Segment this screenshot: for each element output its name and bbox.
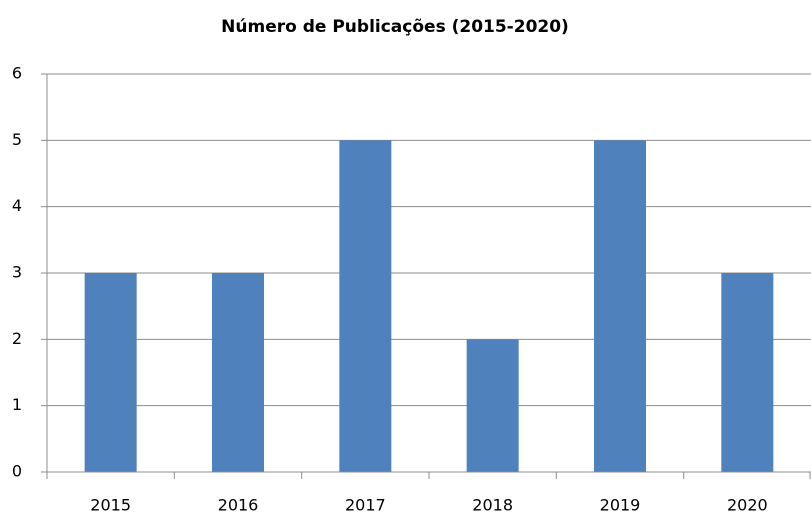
bar: [721, 273, 774, 472]
y-tick-label: 1: [12, 395, 22, 414]
x-tick-label: 2017: [345, 496, 386, 515]
y-tick-label: 3: [12, 263, 22, 282]
x-tick-label: 2020: [727, 496, 768, 515]
bar: [339, 140, 392, 473]
x-tick-label: 2016: [218, 496, 259, 515]
chart-title: Número de Publicações (2015-2020): [221, 17, 569, 37]
bar: [84, 273, 137, 472]
x-tick-label: 2015: [90, 496, 131, 515]
y-tick-label: 5: [12, 130, 22, 149]
x-tick-label: 2018: [472, 496, 513, 515]
y-tick-label: 0: [12, 462, 22, 481]
y-tick-label: 6: [12, 64, 22, 83]
x-tick-label: 2019: [600, 496, 641, 515]
bar: [466, 339, 519, 472]
y-tick-label: 4: [12, 196, 22, 215]
bar: [212, 273, 264, 472]
y-tick-label: 2: [12, 329, 22, 348]
bar: [594, 140, 646, 473]
